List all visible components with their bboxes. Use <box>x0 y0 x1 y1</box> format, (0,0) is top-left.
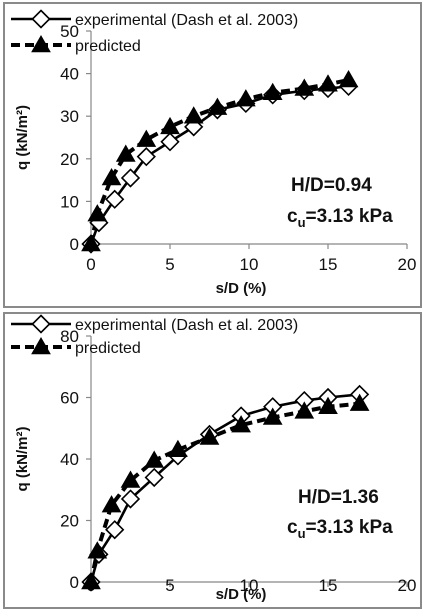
predicted-data-point <box>160 116 180 135</box>
predicted-data-point <box>338 69 359 88</box>
y-axis-title: q (kN/m²) <box>14 105 31 170</box>
x-tick-label: 10 <box>240 255 259 274</box>
y-tick-label: 40 <box>60 65 79 84</box>
y-tick-label: 10 <box>60 192 79 211</box>
predicted-data-point <box>183 106 204 124</box>
y-tick-label: 50 <box>60 22 79 41</box>
predicted-data-point <box>81 233 101 252</box>
y-tick-label: 60 <box>60 389 79 408</box>
annotation-cohesion: cu=3.13 kPa <box>287 517 393 541</box>
legend-triangle-marker <box>31 34 51 53</box>
predicted-data-point <box>231 415 251 433</box>
x-axis-title: s/D (%) <box>216 586 267 603</box>
predicted-data-point <box>87 204 108 222</box>
experimental-data-point <box>120 489 141 509</box>
predicted-data-point <box>318 396 338 414</box>
y-tick-label: 0 <box>70 235 79 254</box>
legend-label: predicted <box>75 340 141 357</box>
annotation-ratio: H/D=1.36 <box>298 487 379 508</box>
predicted-data-point <box>120 470 141 488</box>
predicted-data-point <box>144 450 165 468</box>
predicted-data-point <box>294 401 315 419</box>
predicted-data-point <box>136 129 157 147</box>
y-tick-label: 80 <box>60 327 79 346</box>
legend-label: experimental (Dash et al. 2003) <box>75 12 298 29</box>
y-tick-label: 30 <box>60 107 79 126</box>
predicted-series-line <box>89 401 360 583</box>
x-tick-label: 5 <box>165 576 174 595</box>
predicted-data-point <box>349 393 370 411</box>
legend-diamond-marker <box>31 9 51 29</box>
annotation-cohesion: cu=3.13 kPa <box>287 206 393 230</box>
experimental-data-point <box>160 132 180 152</box>
y-tick-label: 0 <box>70 573 79 592</box>
chart-panel-bottom: 02040608005101520s/D (%)q (kN/m²)experim… <box>3 312 422 609</box>
predicted-data-point <box>199 427 220 445</box>
legend-triangle-marker <box>31 336 51 355</box>
predicted-data-point <box>101 495 122 513</box>
y-tick-label: 20 <box>60 512 79 531</box>
y-axis-title: q (kN/m²) <box>14 427 31 492</box>
predicted-data-point <box>81 571 101 590</box>
experimental-data-point <box>144 467 164 488</box>
predicted-data-point <box>318 74 338 92</box>
legend-label: predicted <box>75 38 141 55</box>
x-tick-label: 10 <box>240 576 259 595</box>
predicted-data-point <box>87 541 108 559</box>
predicted-data-point <box>115 144 136 162</box>
x-tick-label: 20 <box>398 576 417 595</box>
predicted-data-point <box>101 167 122 186</box>
predicted-data-point <box>262 407 283 425</box>
experimental-data-point <box>105 189 125 209</box>
predicted-data-point <box>235 89 256 107</box>
x-tick-label: 15 <box>319 255 338 274</box>
x-tick-label: 20 <box>398 255 417 274</box>
annotation-ratio: H/D=0.94 <box>291 175 372 196</box>
predicted-data-point <box>294 78 315 96</box>
chart-bottom-svg: 02040608005101520s/D (%)q (kN/m²)experim… <box>11 314 417 603</box>
y-tick-label: 40 <box>60 450 79 469</box>
x-tick-label: 0 <box>86 255 95 274</box>
x-tick-label: 15 <box>319 576 338 595</box>
legend-diamond-marker <box>31 314 51 334</box>
legend-label: experimental (Dash et al. 2003) <box>75 317 298 334</box>
x-tick-label: 5 <box>165 255 174 274</box>
chart-panel-top: 0 10 20 30 40 50 0 5 10 15 20 s/D (%) q (kN/m²) exper… <box>3 2 422 308</box>
experimental-data-point <box>120 168 141 188</box>
y-tick-label: 20 <box>60 150 79 169</box>
experimental-data-point <box>136 147 156 167</box>
experimental-data-point <box>105 520 125 540</box>
predicted-data-point <box>168 439 188 458</box>
chart-top-svg: 0 10 20 30 40 50 0 5 10 15 20 s/D (%) q (kN/m²) exper… <box>11 9 417 297</box>
predicted-data-point <box>207 97 228 115</box>
x-axis-title: s/D (%) <box>216 280 267 297</box>
predicted-data-point <box>262 82 283 101</box>
